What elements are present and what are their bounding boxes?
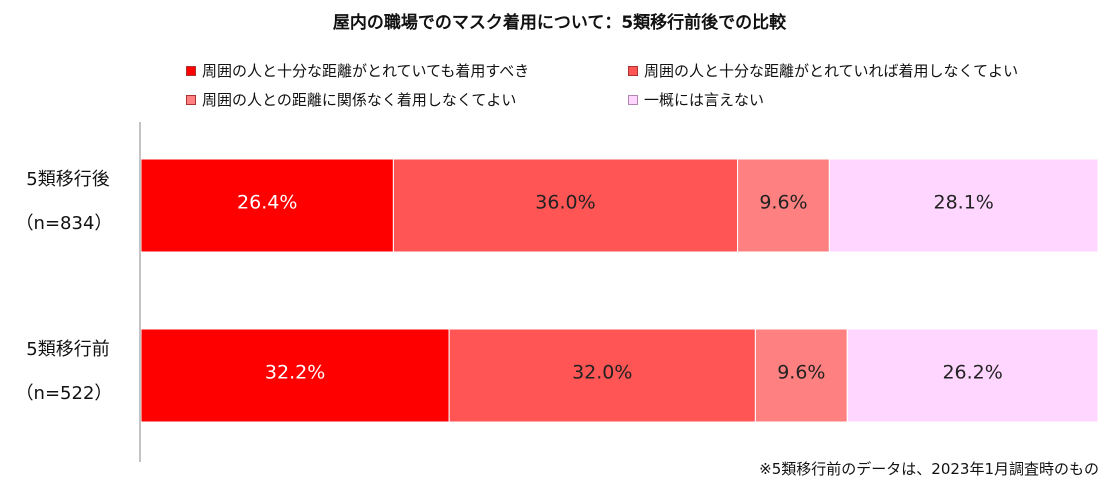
bar-1-1 [140,158,394,253]
bar-2-1 [140,328,450,423]
bar-1-3 [737,158,830,253]
legend-item-4: 一概には言えない [628,89,764,110]
legend-label-2: 周囲の人と十分な距離がとれていれば着用しなくてよい [644,62,1019,80]
legend-swatch-4 [628,94,638,105]
legend-swatch-1 [186,65,196,76]
bar-2-2 [448,328,756,423]
bar-2-4 [846,328,1099,423]
category-labels: 5類移行後 （n=834） 5類移行前 （n=522） [16,169,113,404]
data-label-2-3: 9.6% [777,362,825,384]
data-label-1-2: 36.0% [535,192,595,214]
data-label-1-4: 28.1% [933,192,993,214]
legend-item-3: 周囲の人との距離に関係なく着用しなくてよい [186,89,516,110]
category-sublabel-2: （n=522） [16,383,113,404]
category-label-1: 5類移行後 [26,169,109,190]
legend-label-4: 一概には言えない [644,91,765,109]
chart-title: 屋内の職場でのマスク着用について：5類移行前後での比較 [332,13,787,33]
bar-1-2 [392,158,739,253]
legend-swatch-2 [628,65,638,76]
data-label-1-3: 9.6% [759,192,807,214]
data-label-2-1: 32.2% [265,362,325,384]
category-sublabel-1: （n=834） [16,213,113,234]
data-label-2-2: 32.0% [572,362,632,384]
footnote: ※5類移行前のデータは、2023年1月調査時のもの [759,460,1099,478]
bars-group: 26.4% 36.0% 9.6% 28.1% 32.2% 32.0% 9.6% 26.2% [140,158,1099,423]
bar-1-4 [828,158,1099,253]
legend-swatch-3 [186,94,196,105]
legend-label-1: 周囲の人と十分な距離がとれていても着用すべき [202,62,530,80]
legend-label-3: 周囲の人との距離に関係なく着用しなくてよい [202,91,517,109]
data-label-2-4: 26.2% [942,362,1002,384]
category-label-2: 5類移行前 [26,339,109,360]
legend: 周囲の人と十分な距離がとれていても着用すべき 周囲の人と十分な距離がとれていれば… [0,0,1119,110]
legend-item-1: 周囲の人と十分な距離がとれていても着用すべき [186,60,529,81]
bar-2-3 [754,328,848,423]
legend-item-2: 周囲の人と十分な距離がとれていれば着用しなくてよい [628,60,1018,81]
data-label-1-1: 26.4% [237,192,297,214]
